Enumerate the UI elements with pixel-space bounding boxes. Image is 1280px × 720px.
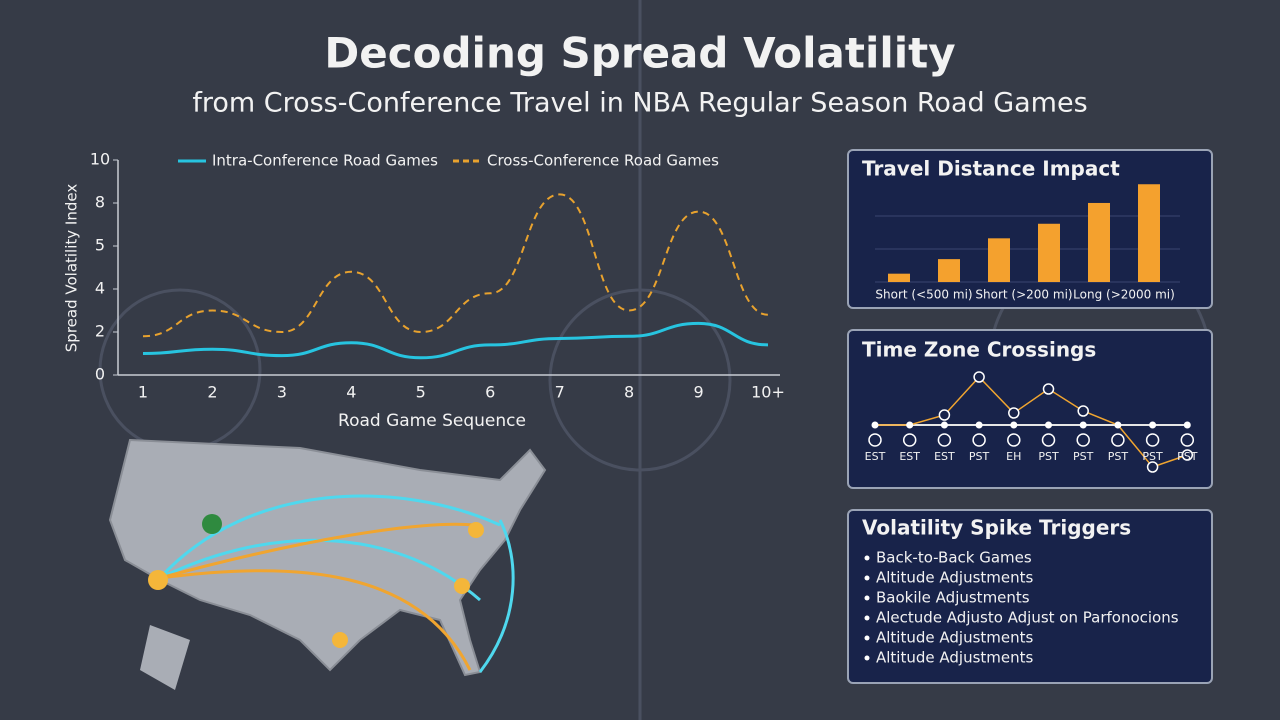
clock	[973, 371, 985, 383]
zone-label: EST	[865, 450, 886, 463]
zone-label: EST	[899, 450, 920, 463]
us-map	[108, 438, 547, 690]
clock	[1041, 433, 1056, 447]
zone-label: PST	[1108, 450, 1129, 463]
node	[1114, 421, 1122, 429]
zone-path	[875, 375, 1188, 468]
clock	[1145, 433, 1160, 447]
node	[906, 421, 914, 429]
x-tick-label: 6	[485, 383, 495, 402]
x-tick-label: 1	[138, 383, 148, 402]
trigger-item: Alectude Adjusto Adjust on Parfonocions	[876, 609, 1179, 627]
legend-label: Intra-Conference Road Games	[212, 152, 438, 170]
clock	[1076, 433, 1090, 447]
bullet	[864, 655, 870, 661]
clock	[1077, 405, 1089, 417]
series-line	[142, 193, 769, 338]
bullet	[864, 595, 870, 601]
y-axis-label: Spread Volatility Index	[63, 184, 81, 353]
x-tick-label: 2	[207, 383, 217, 402]
subtitle: from Cross-Conference Travel in NBA Regu…	[192, 88, 1087, 119]
bullet	[864, 575, 870, 581]
bar	[1088, 202, 1110, 282]
x-tick-label: 4	[346, 383, 356, 402]
y-tick-label: 4	[95, 279, 105, 298]
panel-title: Volatility Spike Triggers	[862, 516, 1131, 540]
timezone-panel	[847, 329, 1213, 489]
clock	[1146, 461, 1159, 473]
panel-grid	[875, 215, 1180, 283]
x-tick-label: 5	[416, 383, 426, 402]
x-tick-label: 9	[693, 383, 703, 402]
clock	[1007, 433, 1021, 447]
zone-label: PST	[1177, 450, 1198, 463]
zone-label: EH	[1006, 450, 1021, 463]
node	[975, 421, 983, 429]
clock	[972, 433, 986, 447]
x-tick-label: Long (>2000 mi)	[1073, 288, 1175, 302]
y-tick-label: 2	[95, 322, 105, 341]
legend-label: Cross-Conference Road Games	[487, 152, 719, 170]
x-tick-label: Short (<500 mi)	[875, 288, 972, 302]
x-tick-label: 8	[624, 383, 634, 402]
trigger-item: Altitude Adjustments	[876, 629, 1034, 647]
node	[871, 421, 879, 429]
zone-label: PST	[1142, 450, 1163, 463]
bar	[988, 238, 1010, 282]
node	[1045, 421, 1052, 429]
trigger-item: Altitude Adjustments	[876, 569, 1034, 587]
bar	[888, 273, 910, 282]
y-tick-label: 10	[90, 150, 110, 169]
title: Decoding Spread Volatility	[324, 29, 955, 78]
bar	[938, 259, 960, 282]
bar	[1138, 184, 1160, 282]
node	[1149, 421, 1157, 429]
clock	[1042, 383, 1055, 395]
trigger-item: Altitude Adjustments	[876, 649, 1034, 667]
series-line	[142, 321, 769, 360]
panel-title: Travel Distance Impact	[862, 157, 1120, 181]
bar	[1038, 223, 1060, 282]
node	[940, 421, 948, 429]
trigger-item: Baokile Adjustments	[876, 589, 1030, 607]
zone-label: PST	[1073, 450, 1094, 463]
x-tick-label: 3	[277, 383, 287, 402]
node	[1010, 421, 1018, 429]
x-tick-label: Short (>200 mi)	[975, 288, 1072, 302]
y-tick-label: 0	[95, 365, 105, 384]
zone-label: EST	[934, 450, 955, 463]
x-axis-label: Road Game Sequence	[338, 411, 526, 431]
bullet	[864, 635, 870, 641]
x-tick-label: 7	[555, 383, 565, 402]
node	[1183, 421, 1191, 429]
clock	[1111, 433, 1125, 447]
y-tick-label: 5	[95, 236, 105, 255]
clock	[1181, 449, 1194, 461]
zone-label: PST	[969, 450, 990, 463]
clock	[902, 433, 917, 447]
node	[1079, 421, 1087, 429]
y-tick-label: 8	[95, 193, 105, 212]
zone-label: PST	[1038, 450, 1059, 463]
bullet	[864, 555, 870, 561]
clock	[1008, 407, 1020, 419]
clock	[1180, 433, 1195, 447]
trigger-item: Back-to-Back Games	[876, 549, 1032, 567]
clock	[937, 433, 952, 447]
clock	[868, 433, 882, 447]
clock	[938, 409, 951, 421]
triggers-panel	[847, 509, 1213, 684]
panel-title: Time Zone Crossings	[862, 338, 1096, 362]
x-tick-label: 10+	[751, 383, 785, 402]
bullet	[864, 615, 870, 621]
